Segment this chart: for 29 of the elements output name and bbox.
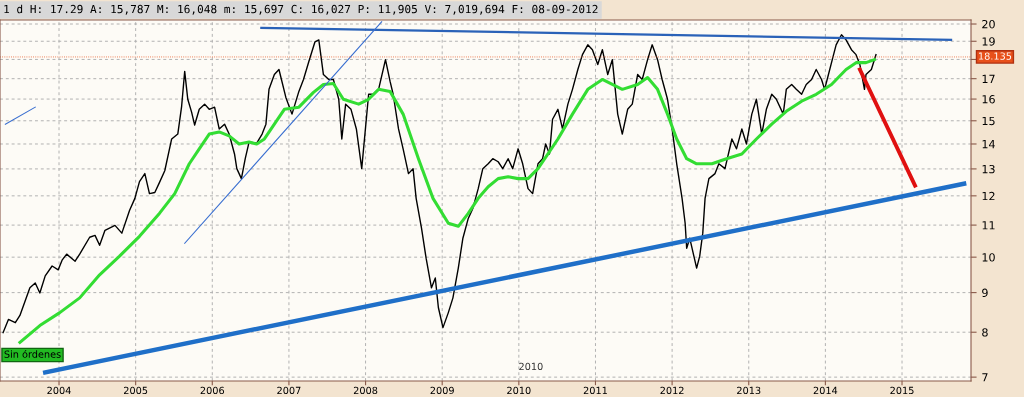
y-tick-label: 20 [982,19,995,29]
y-tick-label: 16 [982,95,995,104]
x-tick-label: 2005 [123,386,148,395]
y-tick-label: 13 [982,164,995,174]
y-tick-label: 11 [982,221,995,230]
y-tick-label: 9 [982,288,988,297]
x-tick-label: 2006 [200,386,225,395]
x-tick-label: 2009 [430,386,454,395]
annotation: Sin órdenes [4,349,61,358]
ref-line-label: 18.135 [979,52,1012,60]
chart-title: 1 d H: 17.29 A: 15,787 M: 16,048 m: 15,697 C: 16,027 P: 11,905 V: 7,019,694 F: 08-09-2012 [4,4,598,15]
y-tick-label: 17 [982,74,995,83]
x-tick-label: 2008 [353,386,378,395]
x-tick-label: 2010 [507,386,531,395]
x-tick-label: 2011 [583,386,607,395]
y-tick-label: 14 [982,140,995,149]
annotation: 2010 [519,362,543,371]
y-tick-label: 8 [982,328,988,337]
x-tick-label: 2015 [890,386,914,395]
x-tick-label: 2004 [47,386,71,395]
y-tick-label: 15 [982,116,995,126]
x-tick-label: 2007 [277,386,301,395]
y-tick-label: 10 [982,253,995,262]
y-tick-label: 19 [982,37,995,46]
y-tick-label: 12 [982,191,995,201]
x-tick-label: 2013 [737,386,761,395]
x-tick-label: 2014 [813,386,838,395]
x-tick-label: 2012 [660,386,684,395]
y-tick-label: 7 [982,373,988,382]
